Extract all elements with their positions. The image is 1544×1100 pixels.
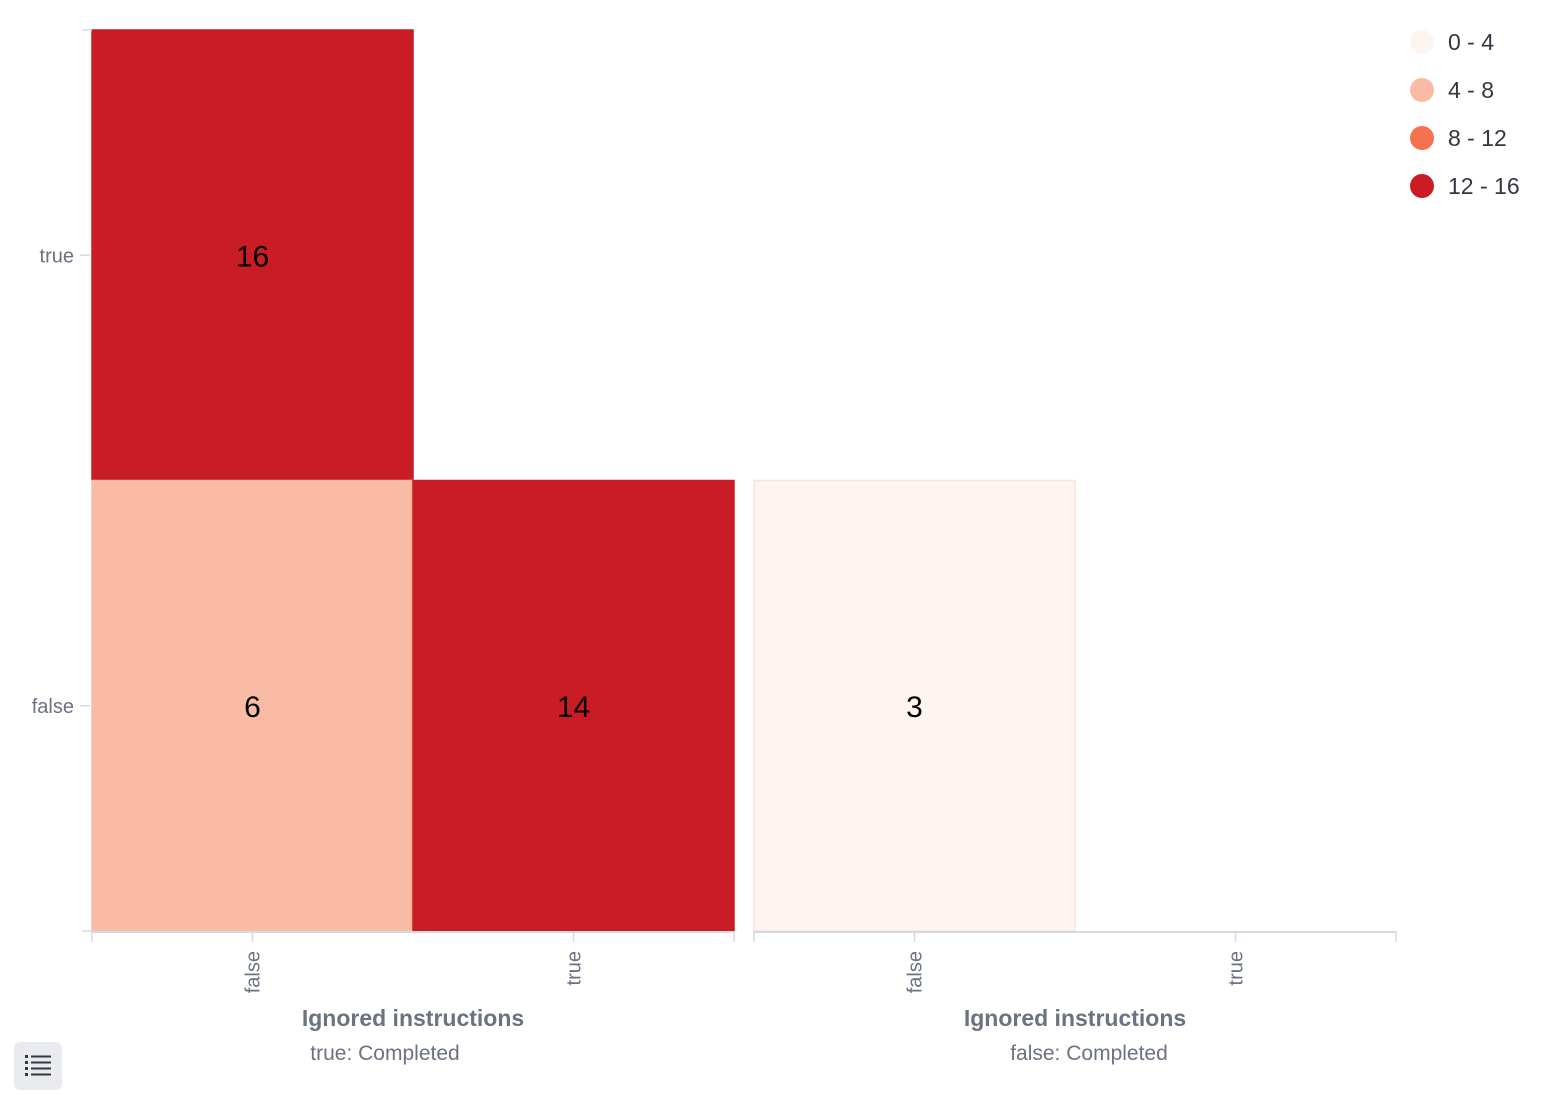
legend-item-0-4[interactable]: 0 - 4 [1410, 18, 1520, 66]
facet-label: true: Completed [310, 1042, 459, 1065]
legend-label: 0 - 4 [1448, 28, 1495, 55]
legend-item-8-12[interactable]: 8 - 12 [1410, 114, 1520, 162]
cell-value-label: 3 [906, 691, 923, 724]
legend-label: 8 - 12 [1448, 124, 1507, 151]
legend-label: 4 - 8 [1448, 76, 1495, 103]
x-tick-label: false [905, 951, 927, 993]
x-axis-title: Ignored instructions [964, 1005, 1186, 1031]
x-axis-title: Ignored instructions [302, 1005, 524, 1031]
y-tick-label: false [32, 696, 74, 718]
x-tick-label: false [243, 951, 265, 993]
legend-swatch [1410, 174, 1434, 198]
legend-swatch [1410, 78, 1434, 102]
labels-layer: true false 16 6 14 false true Ignored instructi… [32, 240, 1248, 1065]
y-tick-label: true [40, 245, 74, 267]
heatmap-cell[interactable] [412, 479, 735, 932]
legend-toggle-button[interactable] [14, 1042, 62, 1090]
heatmap-cell[interactable] [91, 29, 414, 482]
list-icon [25, 1054, 51, 1079]
heatmap-cell[interactable] [753, 479, 1076, 932]
x-tick-label: true [1226, 951, 1248, 985]
legend-swatch [1410, 30, 1434, 54]
legend: 0 - 4 4 - 8 8 - 12 12 - 16 [1410, 18, 1520, 210]
facet-label: false: Completed [1010, 1042, 1168, 1065]
legend-item-4-8[interactable]: 4 - 8 [1410, 66, 1520, 114]
x-tick-label: true [564, 951, 586, 985]
legend-label: 12 - 16 [1448, 172, 1520, 199]
cells-layer [91, 29, 1076, 932]
cell-value-label: 14 [557, 691, 590, 724]
axes-layer [80, 29, 1397, 942]
cell-value-label: 16 [236, 240, 269, 273]
cell-value-label: 6 [244, 691, 261, 724]
heatmap-cell[interactable] [91, 479, 414, 932]
legend-swatch [1410, 126, 1434, 150]
legend-item-12-16[interactable]: 12 - 16 [1410, 162, 1520, 210]
